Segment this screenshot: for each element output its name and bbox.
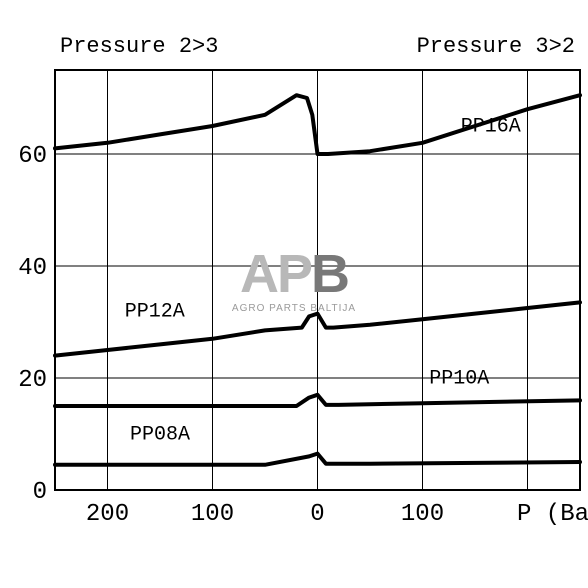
svg-text:100: 100 [191,501,234,528]
svg-text:40: 40 [18,255,47,282]
svg-text:PP10A: PP10A [429,368,489,391]
chart-svg: 0 20 40 60 200 100 0 100 P (Bar) Pressure 2>3 Pres… [0,0,588,588]
svg-text:Pressure 2>3: Pressure 2>3 [60,34,218,59]
svg-text:PP08A: PP08A [130,424,190,447]
svg-text:P (Bar): P (Bar) [517,501,588,528]
svg-text:20: 20 [18,367,47,394]
svg-text:60: 60 [18,143,47,170]
svg-text:200: 200 [86,501,129,528]
pressure-chart: 0 20 40 60 200 100 0 100 P (Bar) Pressure 2>3 Pres… [0,0,588,588]
svg-text:0: 0 [310,501,324,528]
svg-text:100: 100 [401,501,444,528]
svg-text:Pressure 3>2: Pressure 3>2 [417,34,575,59]
svg-text:PP16A: PP16A [461,116,521,139]
svg-text:0: 0 [33,479,47,506]
svg-text:PP12A: PP12A [125,300,185,323]
